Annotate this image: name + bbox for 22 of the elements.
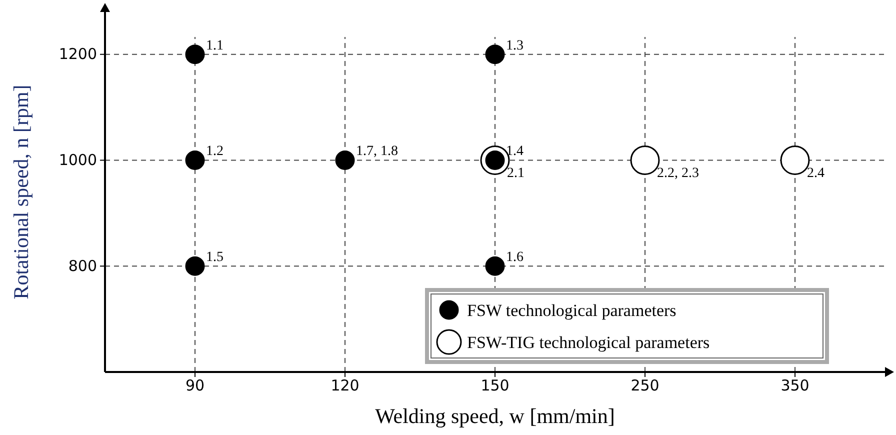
annotation: 2.4 [807, 166, 824, 182]
legend-label: FSW-TIG technological parameters [467, 333, 710, 352]
annotation: 1.3 [506, 38, 524, 54]
y-tick-label: 1200 [58, 45, 97, 64]
x-tick-label: 250 [630, 376, 660, 395]
annotation: 1.1 [206, 38, 224, 54]
annotation: 2.2, 2.3 [657, 166, 699, 182]
y-tick-label: 800 [68, 256, 97, 275]
annotation: 1.2 [206, 144, 224, 160]
x-tick-label: 90 [185, 376, 205, 395]
annotation: 1.4 [506, 144, 524, 160]
x-tick-label: 120 [330, 376, 360, 395]
annotation: 1.6 [506, 250, 524, 266]
y-tick-label: 1000 [58, 151, 97, 170]
x-tick-label: 150 [480, 376, 510, 395]
annotation: 1.5 [206, 250, 224, 266]
x-axis-title: Welding speed, w [mm/min] [375, 404, 615, 428]
legend-label: FSW technological parameters [467, 301, 676, 320]
x-tick-label: 350 [780, 376, 810, 395]
annotation: 1.7, 1.8 [356, 144, 398, 160]
annotation: 2.1 [507, 166, 524, 182]
y-axis-title: Rotational speed, n [rpm] [9, 84, 33, 300]
